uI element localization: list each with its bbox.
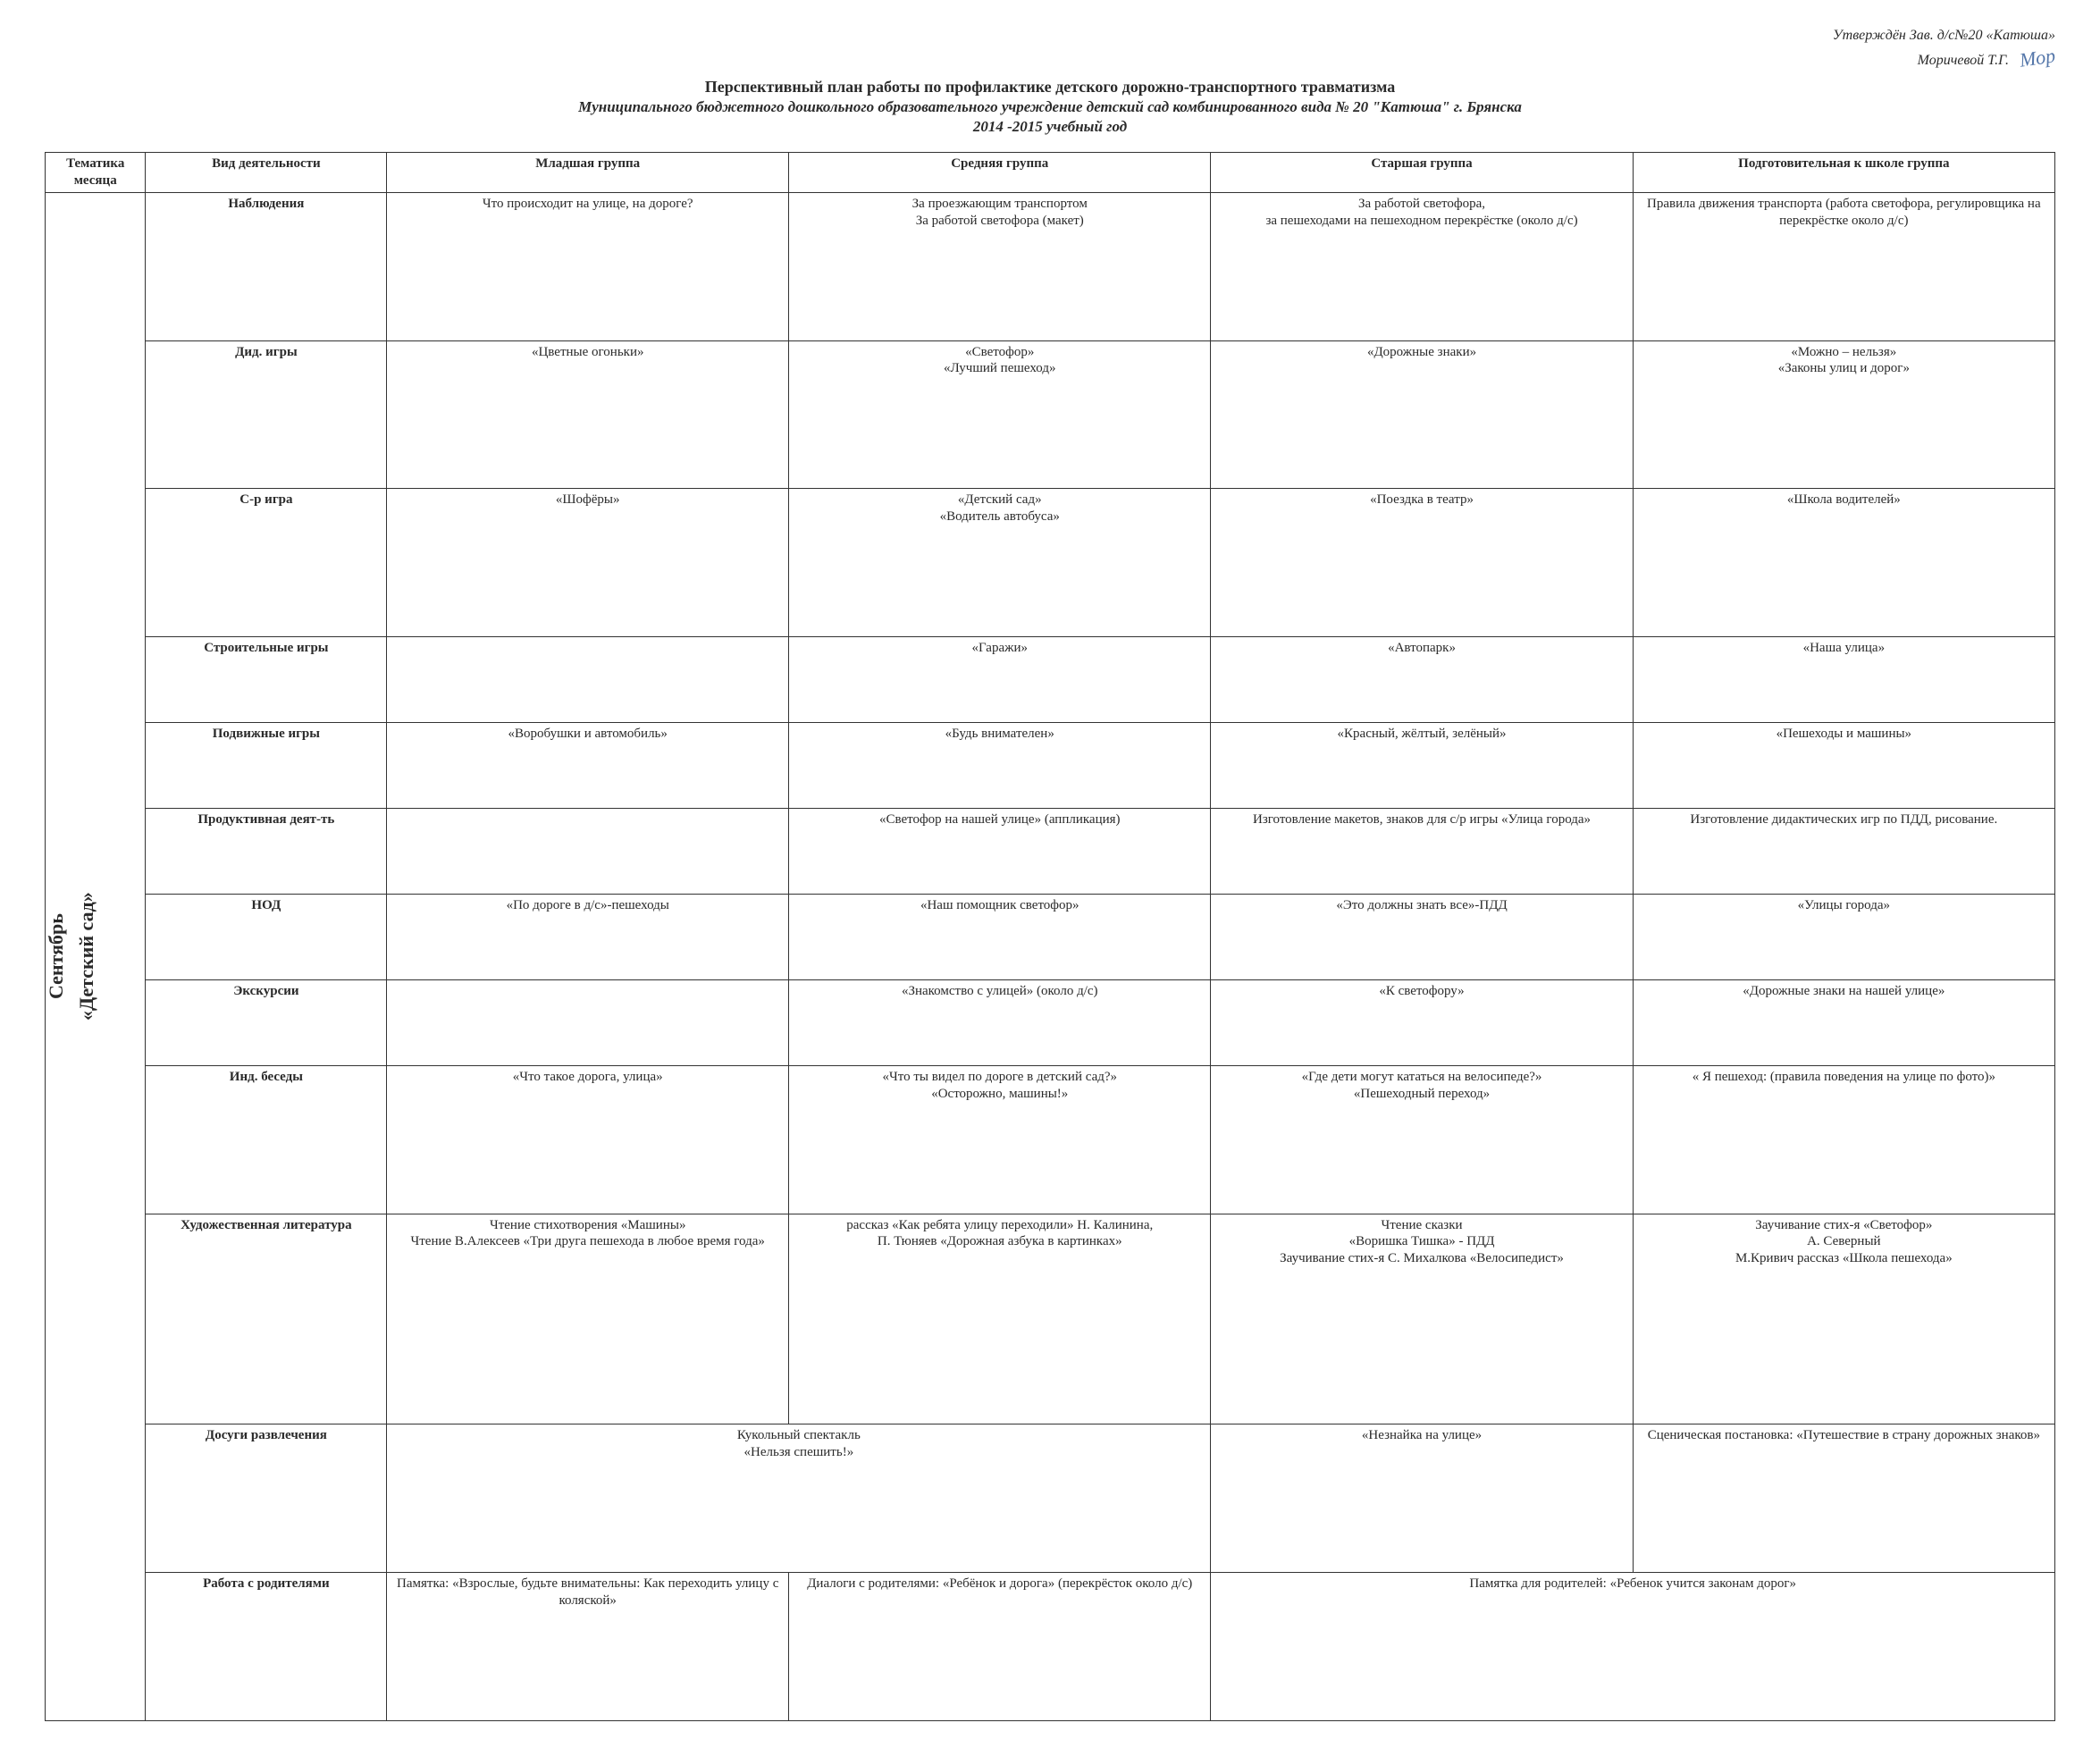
cell: «Где дети могут кататься на велосипеде?»… <box>1211 1065 1633 1214</box>
row-label: НОД <box>146 895 387 980</box>
cell: Изготовление макетов, знаков для с/р игр… <box>1211 809 1633 895</box>
row-label: Дид. игры <box>146 340 387 489</box>
hdr-g1: Младшая группа <box>387 153 789 193</box>
cell: «Дорожные знаки на нашей улице» <box>1633 979 2054 1065</box>
hdr-type: Вид деятельности <box>146 153 387 193</box>
month-name: Сентябрь <box>46 913 67 999</box>
cell: «По дороге в д/с»-пешеходы <box>387 895 789 980</box>
table-row: Строительные игры «Гаражи» «Автопарк» «Н… <box>46 637 2055 723</box>
approval-block: Утверждён Зав. д/с№20 «Катюша» Моричевой… <box>45 27 2055 71</box>
approval-line2: Моричевой Т.Г. <box>1918 53 2009 68</box>
row-label: Экскурсии <box>146 979 387 1065</box>
title-line1: Перспективный план работы по профилактик… <box>45 78 2055 97</box>
row-label: С-р игра <box>146 489 387 637</box>
cell: За работой светофора,за пешеходами на пе… <box>1211 192 1633 340</box>
approval-signature: Мор <box>2018 43 2057 73</box>
row-label: Продуктивная деят-ть <box>146 809 387 895</box>
cell: Сценическая постановка: «Путешествие в с… <box>1633 1424 2054 1573</box>
cell: Правила движения транспорта (работа свет… <box>1633 192 2054 340</box>
cell: «Красный, жёлтый, зелёный» <box>1211 723 1633 809</box>
cell: За проезжающим транспортомЗа работой све… <box>789 192 1211 340</box>
cell: «К светофору» <box>1211 979 1633 1065</box>
cell: Памятка: «Взрослые, будьте внимательны: … <box>387 1573 789 1721</box>
cell: «Светофор на нашей улице» (аппликация) <box>789 809 1211 895</box>
cell: «Дорожные знаки» <box>1211 340 1633 489</box>
title-line3: 2014 -2015 учебный год <box>45 118 2055 136</box>
row-label: Наблюдения <box>146 192 387 340</box>
month-cell: Сентябрь «Детский сад» <box>46 192 146 1720</box>
cell: «Будь внимателен» <box>789 723 1211 809</box>
row-label: Работа с родителями <box>146 1573 387 1721</box>
title-block: Перспективный план работы по профилактик… <box>45 78 2055 136</box>
cell: «Поездка в театр» <box>1211 489 1633 637</box>
table-row: Художественная литература Чтение стихотв… <box>46 1214 2055 1424</box>
table-row: Сентябрь «Детский сад» Наблюдения Что пр… <box>46 192 2055 340</box>
title-line2: Муниципального бюджетного дошкольного об… <box>45 98 2055 116</box>
hdr-month: Тематика месяца <box>46 153 146 193</box>
cell: « Я пешеход: (правила поведения на улице… <box>1633 1065 2054 1214</box>
cell: «Шофёры» <box>387 489 789 637</box>
plan-table: Тематика месяца Вид деятельности Младшая… <box>45 152 2055 1721</box>
hdr-g3: Старшая группа <box>1211 153 1633 193</box>
cell: «Улицы города» <box>1633 895 2054 980</box>
table-header-row: Тематика месяца Вид деятельности Младшая… <box>46 153 2055 193</box>
row-label: Подвижные игры <box>146 723 387 809</box>
table-row: Подвижные игры «Воробушки и автомобиль» … <box>46 723 2055 809</box>
cell: Что происходит на улице, на дороге? <box>387 192 789 340</box>
cell: Памятка для родителей: «Ребенок учится з… <box>1211 1573 2055 1721</box>
cell: «Пешеходы и машины» <box>1633 723 2054 809</box>
cell: «Можно – нельзя»«Законы улиц и дорог» <box>1633 340 2054 489</box>
row-label: Инд. беседы <box>146 1065 387 1214</box>
cell: «Автопарк» <box>1211 637 1633 723</box>
cell: «Что такое дорога, улица» <box>387 1065 789 1214</box>
table-row: Продуктивная деят-ть «Светофор на нашей … <box>46 809 2055 895</box>
cell: «Что ты видел по дороге в детский сад?»«… <box>789 1065 1211 1214</box>
cell: Кукольный спектакль«Нельзя спешить!» <box>387 1424 1211 1573</box>
row-label: Художественная литература <box>146 1214 387 1424</box>
cell: «Гаражи» <box>789 637 1211 723</box>
row-label: Строительные игры <box>146 637 387 723</box>
cell <box>387 979 789 1065</box>
table-row: Дид. игры «Цветные огоньки» «Светофор»«Л… <box>46 340 2055 489</box>
cell: «Детский сад»«Водитель автобуса» <box>789 489 1211 637</box>
cell: Чтение сказки«Воришка Тишка» - ПДДЗаучив… <box>1211 1214 1633 1424</box>
cell: Диалоги с родителями: «Ребёнок и дорога»… <box>789 1573 1211 1721</box>
cell: Изготовление дидактических игр по ПДД, р… <box>1633 809 2054 895</box>
month-theme: «Детский сад» <box>76 893 97 1021</box>
cell <box>387 637 789 723</box>
table-row: НОД «По дороге в д/с»-пешеходы «Наш помо… <box>46 895 2055 980</box>
row-label: Досуги развлечения <box>146 1424 387 1573</box>
cell: «Цветные огоньки» <box>387 340 789 489</box>
cell <box>387 809 789 895</box>
table-row: Досуги развлечения Кукольный спектакль«Н… <box>46 1424 2055 1573</box>
cell: «Незнайка на улице» <box>1211 1424 1633 1573</box>
table-row: Инд. беседы «Что такое дорога, улица» «Ч… <box>46 1065 2055 1214</box>
cell: Заучивание стих-я «Светофор»А. СеверныйМ… <box>1633 1214 2054 1424</box>
cell: «Знакомство с улицей» (около д/с) <box>789 979 1211 1065</box>
hdr-g4: Подготовительная к школе группа <box>1633 153 2054 193</box>
cell: «Воробушки и автомобиль» <box>387 723 789 809</box>
cell: «Это должны знать все»-ПДД <box>1211 895 1633 980</box>
cell: «Наш помощник светофор» <box>789 895 1211 980</box>
table-row: С-р игра «Шофёры» «Детский сад»«Водитель… <box>46 489 2055 637</box>
approval-line1: Утверждён Зав. д/с№20 «Катюша» <box>45 27 2055 46</box>
cell: «Светофор»«Лучший пешеход» <box>789 340 1211 489</box>
cell: «Наша улица» <box>1633 637 2054 723</box>
table-row: Работа с родителями Памятка: «Взрослые, … <box>46 1573 2055 1721</box>
cell: Чтение стихотворения «Машины»Чтение В.Ал… <box>387 1214 789 1424</box>
hdr-g2: Средняя группа <box>789 153 1211 193</box>
cell: рассказ «Как ребята улицу переходили» Н.… <box>789 1214 1211 1424</box>
cell: «Школа водителей» <box>1633 489 2054 637</box>
table-row: Экскурсии «Знакомство с улицей» (около д… <box>46 979 2055 1065</box>
